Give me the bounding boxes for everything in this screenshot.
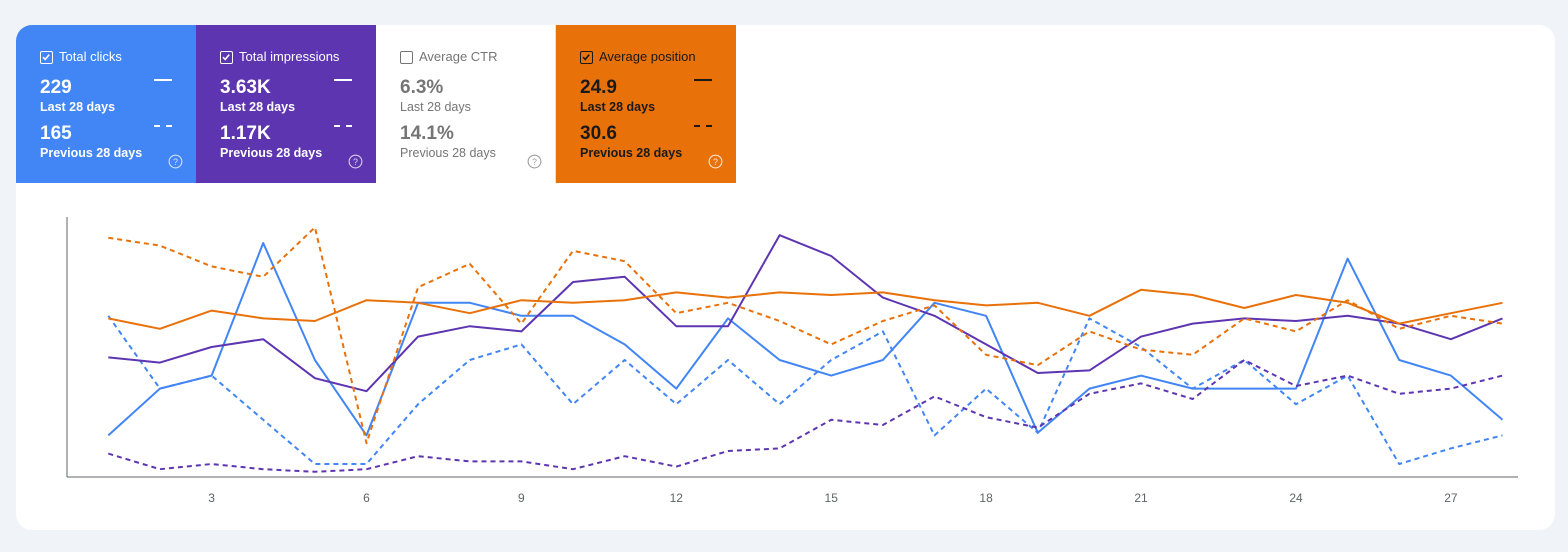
tile-average-position[interactable]: Average position 24.9 Last 28 days 30.6 … — [556, 25, 736, 183]
tile-average-ctr[interactable]: Average CTR 6.3% Last 28 days 14.1% Prev… — [376, 25, 556, 183]
x-tick-label: 9 — [518, 491, 525, 505]
current-period-label: Last 28 days — [220, 100, 296, 114]
tile-title: Average position — [599, 49, 696, 64]
help-icon[interactable]: ? — [348, 154, 363, 169]
dashed-line-legend-icon — [694, 125, 712, 127]
solid-line-legend-icon — [334, 79, 352, 81]
svg-text:?: ? — [713, 157, 718, 167]
series-line-position-previous — [108, 226, 1503, 445]
series-line-clicks-current — [107, 242, 1504, 437]
dashed-line-legend-icon — [154, 125, 172, 127]
x-tick-label: 12 — [670, 491, 684, 505]
series-line-impressions-current — [108, 234, 1503, 393]
solid-line-legend-icon — [154, 79, 172, 81]
current-value: 6.3% — [400, 77, 444, 98]
x-tick-label: 3 — [208, 491, 215, 505]
previous-value: 165 — [40, 123, 72, 144]
x-tick-label: 24 — [1289, 491, 1303, 505]
x-tick-label: 18 — [979, 491, 993, 505]
previous-value: 30.6 — [580, 123, 617, 144]
tile-title: Total clicks — [59, 49, 122, 64]
previous-period-label: Previous 28 days — [400, 146, 496, 160]
x-tick-label: 15 — [825, 491, 839, 505]
svg-text:?: ? — [173, 157, 178, 167]
checkbox-unchecked-icon[interactable] — [400, 50, 413, 64]
series-line-clicks-previous — [107, 315, 1503, 465]
checkbox-checked-icon[interactable] — [580, 50, 593, 64]
tile-total-clicks[interactable]: Total clicks 229 Last 28 days 165 Previo… — [16, 25, 196, 183]
help-icon[interactable]: ? — [168, 154, 183, 169]
previous-period-label: Previous 28 days — [220, 146, 323, 160]
performance-card: Total clicks 229 Last 28 days 165 Previo… — [16, 25, 1555, 530]
series-line-impressions-previous — [108, 359, 1503, 473]
x-tick-label: 27 — [1444, 491, 1458, 505]
current-value: 3.63K — [220, 77, 271, 98]
previous-period-label: Previous 28 days — [40, 146, 143, 160]
svg-text:?: ? — [353, 157, 358, 167]
help-icon[interactable]: ? — [708, 154, 723, 169]
x-tick-labels: 3 6 9 12 15 18 21 24 27 — [208, 491, 1458, 505]
previous-period-label: Previous 28 days — [580, 146, 683, 160]
dashed-line-legend-icon — [334, 125, 352, 127]
metric-tiles: Total clicks 229 Last 28 days 165 Previo… — [16, 25, 736, 183]
series-line-position-current — [108, 288, 1503, 330]
series-layer — [107, 226, 1504, 473]
previous-value: 1.17K — [220, 123, 271, 144]
help-icon[interactable]: ? — [527, 154, 542, 169]
current-period-label: Last 28 days — [400, 100, 471, 114]
svg-text:?: ? — [532, 157, 537, 167]
current-period-label: Last 28 days — [40, 100, 116, 114]
current-period-label: Last 28 days — [580, 100, 656, 114]
x-tick-label: 6 — [363, 491, 370, 505]
tile-title: Average CTR — [419, 49, 498, 64]
current-value: 24.9 — [580, 77, 617, 98]
solid-line-legend-icon — [694, 79, 712, 81]
tile-title: Total impressions — [239, 49, 340, 64]
current-value: 229 — [40, 77, 72, 98]
previous-value: 14.1% — [400, 123, 454, 144]
x-tick-label: 21 — [1134, 491, 1148, 505]
checkbox-checked-icon[interactable] — [40, 50, 53, 64]
tile-total-impressions[interactable]: Total impressions 3.63K Last 28 days 1.1… — [196, 25, 376, 183]
checkbox-checked-icon[interactable] — [220, 50, 233, 64]
